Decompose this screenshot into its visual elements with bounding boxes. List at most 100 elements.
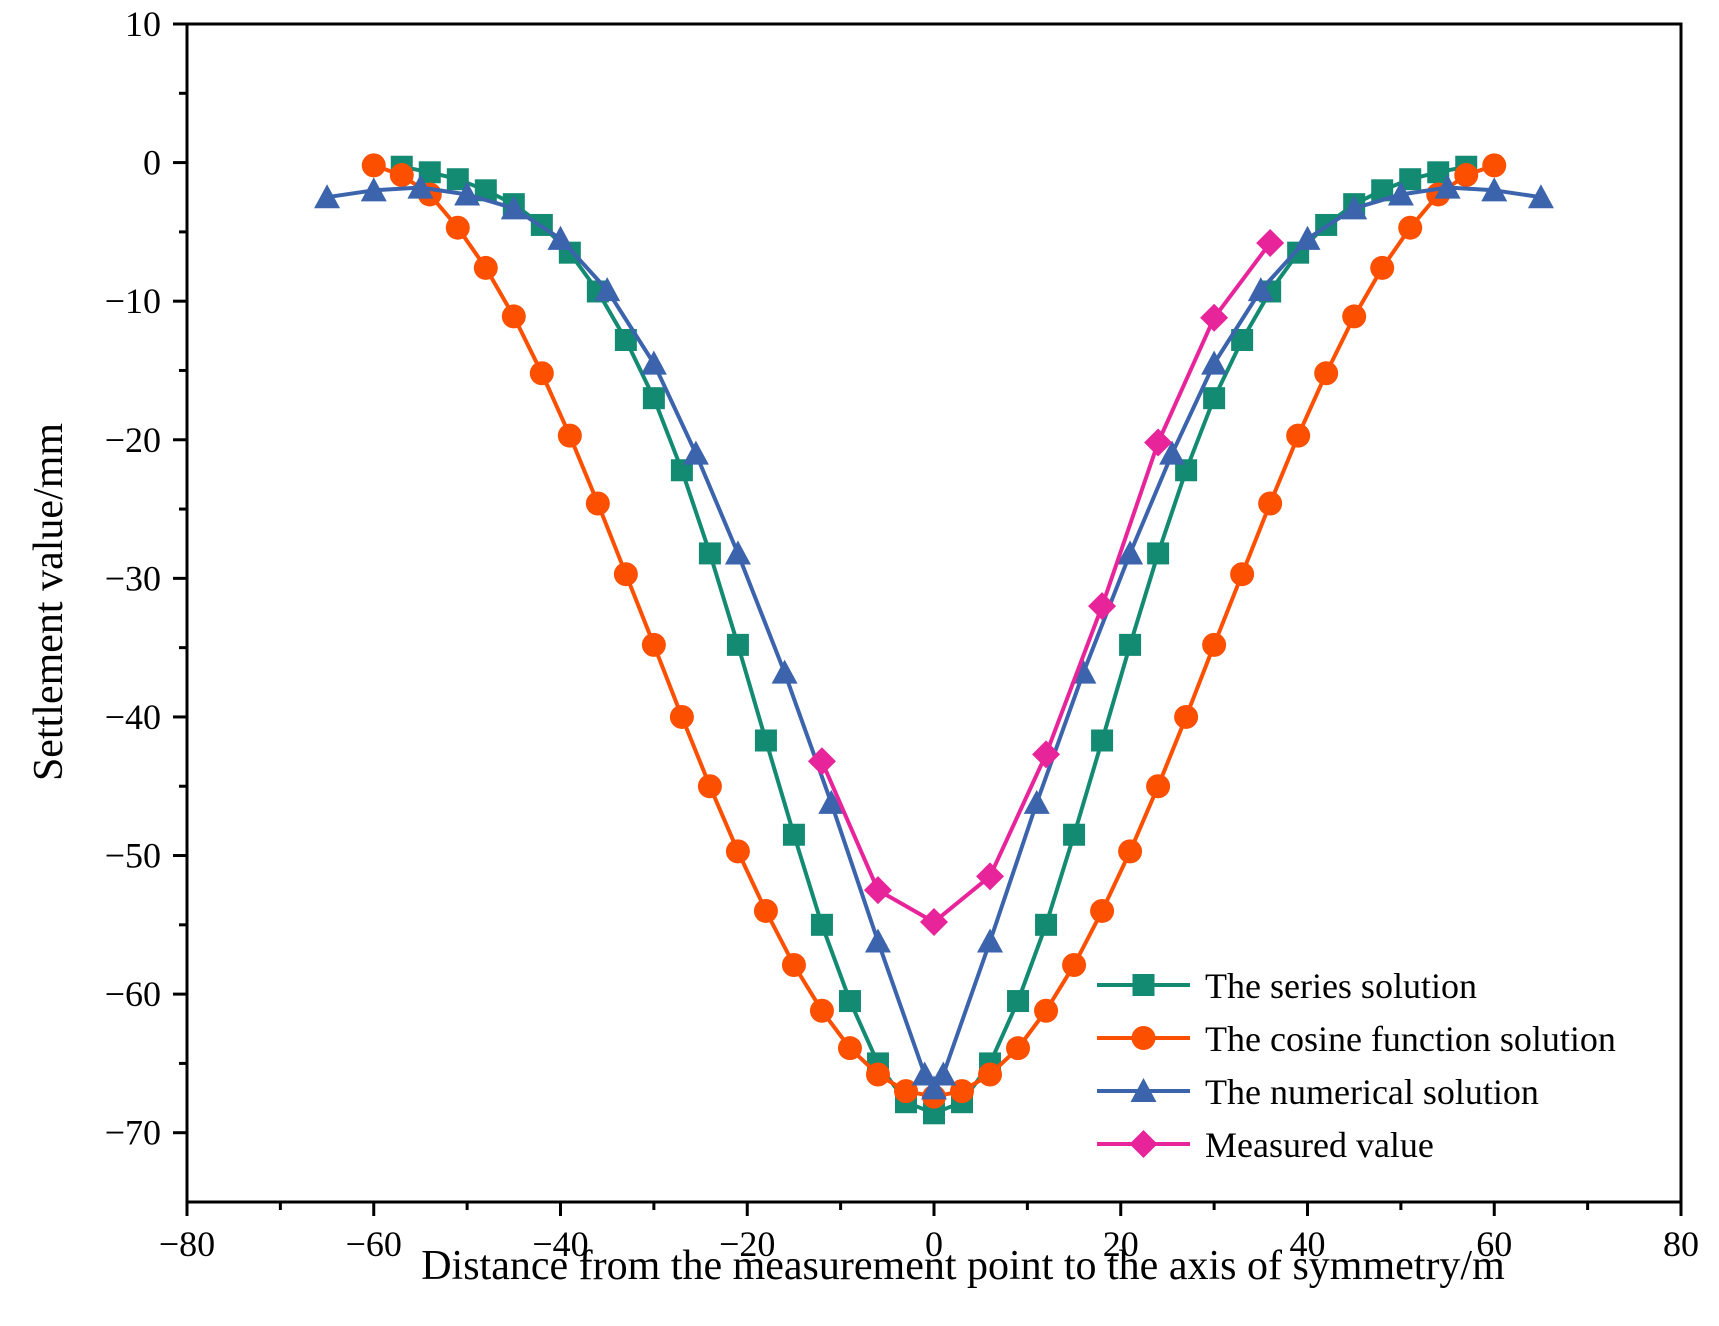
data-point bbox=[698, 542, 721, 565]
x-axis-title: Distance from the measurement point to t… bbox=[421, 1243, 1505, 1289]
data-point bbox=[1175, 459, 1198, 482]
data-point bbox=[1342, 304, 1367, 329]
data-point bbox=[1034, 998, 1059, 1023]
data-point bbox=[1200, 303, 1229, 332]
data-point bbox=[1481, 177, 1508, 202]
data-point bbox=[724, 540, 751, 565]
y-tick-label: −40 bbox=[105, 697, 161, 737]
data-point bbox=[614, 328, 637, 351]
data-point bbox=[1294, 225, 1321, 250]
data-point bbox=[547, 225, 574, 250]
data-point bbox=[1256, 228, 1285, 257]
data-point bbox=[1387, 181, 1414, 206]
data-point bbox=[446, 168, 469, 191]
data-point bbox=[445, 215, 470, 240]
x-tick-label: 40 bbox=[1290, 1224, 1326, 1264]
data-point bbox=[781, 953, 806, 978]
data-point bbox=[454, 181, 481, 206]
axes-layer: −80 −60 −40 −20 0 20 40 60 80100−10−20−30−40−50−… bbox=[105, 4, 1699, 1264]
x-tick-label: 80 bbox=[1663, 1224, 1699, 1264]
series-diamond bbox=[807, 228, 1285, 937]
data-point bbox=[1527, 184, 1554, 209]
data-point bbox=[1006, 1036, 1031, 1061]
data-point bbox=[1174, 704, 1199, 729]
data-point bbox=[1146, 774, 1171, 799]
data-point bbox=[613, 562, 638, 587]
legend-item: Measured value bbox=[1097, 1125, 1434, 1165]
legend: The series solution The cosine function s… bbox=[1097, 966, 1616, 1165]
data-point bbox=[669, 704, 694, 729]
data-point bbox=[557, 423, 582, 448]
legend-label: The series solution bbox=[1205, 966, 1477, 1006]
legend-item: The cosine function solution bbox=[1097, 1019, 1616, 1059]
x-tick-label: −80 bbox=[159, 1224, 215, 1264]
data-point bbox=[920, 908, 948, 937]
x-tick-label: −40 bbox=[532, 1224, 588, 1264]
x-tick-label: −20 bbox=[719, 1224, 775, 1264]
data-point bbox=[809, 998, 834, 1023]
y-tick-label: −70 bbox=[105, 1113, 161, 1153]
data-point bbox=[1454, 163, 1479, 188]
data-point bbox=[1062, 953, 1087, 978]
series-triangle bbox=[314, 174, 1554, 1100]
legend-label: Measured value bbox=[1205, 1125, 1434, 1165]
data-point bbox=[670, 459, 693, 482]
data-point bbox=[1091, 729, 1114, 752]
series-circle bbox=[361, 153, 1507, 1109]
data-point bbox=[865, 1062, 890, 1087]
data-point bbox=[725, 839, 750, 864]
legend-marker bbox=[1130, 1078, 1157, 1103]
data-point bbox=[753, 898, 778, 923]
data-point bbox=[1427, 161, 1450, 184]
data-point bbox=[1286, 423, 1311, 448]
y-tick-label: 0 bbox=[143, 143, 161, 183]
data-point bbox=[1201, 350, 1228, 375]
data-point bbox=[1258, 491, 1283, 516]
legend-label: The cosine function solution bbox=[1205, 1019, 1616, 1059]
y-tick-label: −50 bbox=[105, 836, 161, 876]
data-point bbox=[1159, 440, 1186, 465]
data-point bbox=[923, 1102, 945, 1125]
data-point bbox=[501, 304, 526, 329]
data-point bbox=[1341, 195, 1368, 220]
data-point bbox=[864, 928, 891, 953]
data-point bbox=[837, 1036, 862, 1061]
data-point bbox=[911, 1061, 938, 1086]
data-point bbox=[818, 789, 845, 814]
data-point bbox=[782, 823, 805, 846]
data-point bbox=[863, 876, 892, 905]
data-point bbox=[807, 747, 836, 776]
data-point bbox=[921, 1075, 947, 1100]
data-point bbox=[641, 632, 666, 657]
data-point bbox=[361, 153, 386, 178]
data-point bbox=[1119, 633, 1142, 656]
data-point bbox=[977, 928, 1004, 953]
data-point bbox=[473, 255, 498, 280]
data-point bbox=[754, 729, 777, 752]
data-point bbox=[1230, 562, 1255, 587]
data-point bbox=[1144, 428, 1173, 457]
data-point bbox=[1482, 153, 1507, 178]
data-point bbox=[1202, 632, 1227, 657]
data-point bbox=[1023, 789, 1050, 814]
data-point bbox=[1117, 540, 1144, 565]
y-tick-label: −20 bbox=[105, 420, 161, 460]
legend-marker bbox=[1129, 1130, 1158, 1158]
data-point bbox=[1088, 592, 1117, 621]
data-point bbox=[1314, 361, 1339, 386]
series-layer bbox=[314, 153, 1554, 1125]
data-point bbox=[594, 277, 621, 302]
data-point bbox=[1203, 387, 1226, 410]
data-point bbox=[1118, 839, 1143, 864]
x-tick-label: −60 bbox=[346, 1224, 402, 1264]
data-point bbox=[585, 491, 610, 516]
data-point bbox=[1035, 913, 1058, 936]
data-point bbox=[1247, 277, 1274, 302]
data-point bbox=[930, 1061, 957, 1086]
data-point bbox=[697, 774, 722, 799]
data-point bbox=[360, 177, 387, 202]
data-point bbox=[771, 659, 798, 684]
y-tick-label: −60 bbox=[105, 974, 161, 1014]
